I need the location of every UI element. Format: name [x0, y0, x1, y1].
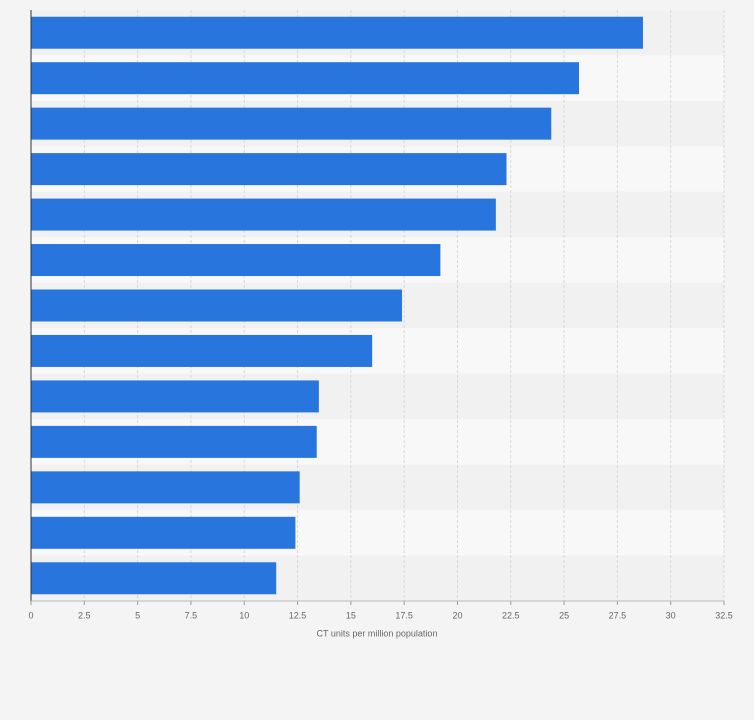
bar [31, 153, 507, 186]
x-tick-label: 20 [452, 610, 462, 620]
x-tick-label: 2.5 [78, 610, 91, 620]
bar [31, 289, 403, 322]
bar [31, 471, 300, 504]
bar [31, 380, 319, 413]
bar [31, 107, 552, 140]
x-tick-label: 32.5 [715, 610, 733, 620]
x-tick-label: 7.5 [185, 610, 198, 620]
x-tick-label: 22.5 [502, 610, 520, 620]
bar [31, 562, 277, 595]
bar [31, 244, 441, 277]
bar [31, 334, 373, 367]
x-tick-label: 12.5 [289, 610, 307, 620]
x-tick-label: 25 [559, 610, 569, 620]
bar [31, 425, 317, 458]
bar [31, 62, 580, 95]
bar [31, 16, 643, 49]
bar [31, 198, 496, 231]
x-tick-label: 27.5 [609, 610, 627, 620]
x-tick-label: 17.5 [395, 610, 413, 620]
bar [31, 516, 296, 549]
x-tick-label: 30 [666, 610, 676, 620]
x-tick-label: 5 [135, 610, 140, 620]
x-tick-label: 10 [239, 610, 249, 620]
x-tick-label: 0 [28, 610, 33, 620]
x-axis-label: CT units per million population [317, 628, 438, 638]
x-tick-label: 15 [346, 610, 356, 620]
